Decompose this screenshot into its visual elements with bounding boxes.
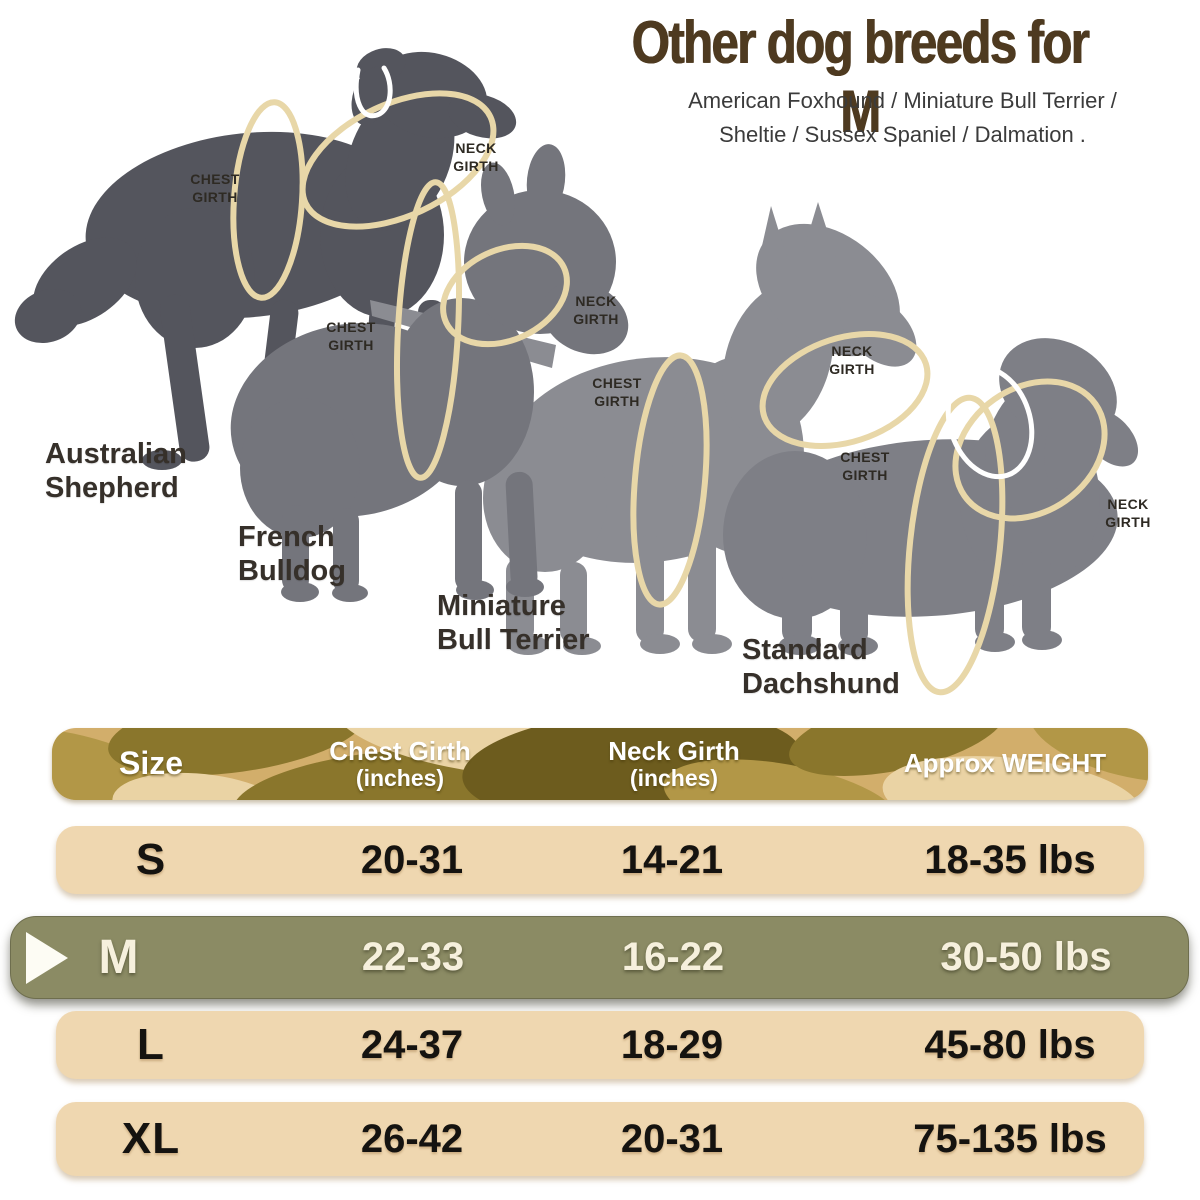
chest-girth-label-miniature-bull-terrier: CHEST GIRTH	[592, 375, 642, 410]
size-table-header: Size Chest Girth (inches) Neck Girth (in…	[52, 728, 1148, 800]
camo-pattern	[52, 728, 1148, 800]
chest-girth-label-standard-dachshund: CHEST GIRTH	[840, 449, 890, 484]
chest-girth-label-australian-shepherd: CHEST GIRTH	[190, 171, 240, 206]
label-miniature-bull-terrier: Miniature Bull Terrier	[437, 590, 590, 657]
neck-girth-label-french-bulldog: NECK GIRTH	[573, 293, 619, 328]
column-header-neck-girth: Neck Girth (inches)	[608, 735, 740, 791]
cell-size: S	[135, 835, 167, 884]
table-row-size-s: S 20-31 14-21 18-35 lbs	[56, 826, 1144, 894]
cell-weight: 45-80 lbs	[924, 1022, 1096, 1067]
label-line: French	[238, 521, 335, 553]
cell-chest: 24-37	[360, 1022, 464, 1067]
label-line: Shepherd	[45, 471, 179, 504]
breed-list-subtitle: American Foxhound / Miniature Bull Terri…	[630, 84, 1175, 152]
neck-girth-label-standard-dachshund: NECK GIRTH	[1105, 496, 1151, 531]
cell-size: XL	[121, 1114, 181, 1163]
subtitle-line-1: American Foxhound / Miniature Bull Terri…	[688, 88, 1117, 113]
cell-chest: 20-31	[360, 837, 464, 882]
chest-girth-label-french-bulldog: CHEST GIRTH	[326, 319, 376, 354]
cell-weight: 18-35 lbs	[924, 837, 1096, 882]
label-line: Australian	[45, 438, 187, 470]
neck-girth-label-miniature-bull-terrier: NECK GIRTH	[829, 343, 875, 378]
cell-size: L	[137, 1020, 165, 1069]
table-row-size-l: L 24-37 18-29 45-80 lbs	[56, 1011, 1144, 1079]
cell-neck: 16-22	[621, 935, 725, 979]
cell-neck: 18-29	[620, 1022, 724, 1067]
label-line: Bull Terrier	[437, 623, 590, 656]
cell-weight: 30-50 lbs	[940, 935, 1112, 979]
column-header-size: Size	[118, 745, 184, 782]
table-row-size-xl: XL 26-42 20-31 75-135 lbs	[56, 1102, 1144, 1176]
cell-size: M	[98, 931, 140, 984]
label-line: Standard	[742, 634, 868, 666]
column-header-approx-weight: Approx WEIGHT	[903, 748, 1107, 779]
column-header-chest-girth: Chest Girth (inches)	[329, 735, 471, 791]
label-line: Dachshund	[742, 667, 900, 700]
cell-neck: 14-21	[620, 837, 724, 882]
dog-standard-dachshund-silhouette	[723, 338, 1139, 656]
label-french-bulldog: French Bulldog	[238, 521, 346, 588]
measuring-tape-loops	[230, 90, 1108, 696]
cell-weight: 75-135 lbs	[913, 1116, 1107, 1161]
label-standard-dachshund: Standard Dachshund	[742, 634, 900, 701]
label-line: Miniature	[437, 590, 566, 622]
cell-chest: 26-42	[360, 1116, 464, 1161]
page-title: Other dog breeds for M	[631, 9, 1090, 145]
subtitle-line-2: Sheltie / Sussex Spaniel / Dalmation .	[719, 122, 1086, 148]
white-clip-marks	[353, 65, 1035, 480]
dog-silhouettes-illustration	[14, 48, 1139, 696]
table-row-size-m-selected: M 22-33 16-22 30-50 lbs	[10, 916, 1189, 999]
cell-neck: 20-31	[620, 1116, 724, 1161]
selected-row-arrow-icon	[26, 931, 68, 984]
label-australian-shepherd: Australian Shepherd	[45, 438, 187, 505]
label-line: Bulldog	[238, 554, 346, 587]
neck-girth-label-australian-shepherd: NECK GIRTH	[453, 140, 499, 175]
cell-chest: 22-33	[361, 935, 465, 979]
